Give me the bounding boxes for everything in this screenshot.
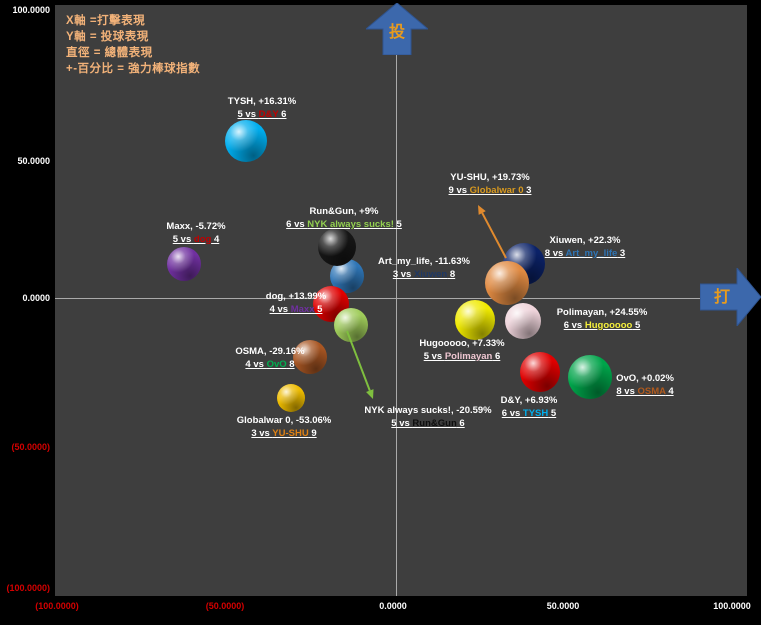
label-matchup: 6 vs NYK always sucks! 5 (286, 219, 402, 230)
label-name-pct: TYSH, +16.31% (227, 96, 297, 107)
label-opponent-name: Hugooooo (584, 320, 633, 331)
label-name-pct: D&Y, +6.93% (500, 395, 558, 406)
label-matchup: 8 vs Art_my_life 3 (544, 248, 626, 259)
x-tick-label: (100.0000) (35, 601, 79, 611)
label-matchup: 8 vs OSMA 4 (616, 386, 674, 397)
legend-line-percent: +-百分比 = 強力棒球指數 (66, 63, 201, 75)
data-label-nyk-always-sucks: NYK always sucks!, -20.59% 5 vs Run&Gun 6 (364, 404, 491, 430)
label-matchup: 4 vs Maxx 5 (269, 304, 323, 315)
bubble-maxx[interactable] (167, 247, 201, 281)
label-matchup: 6 vs TYSH 5 (501, 408, 557, 419)
bubble-ovo[interactable] (568, 355, 612, 399)
data-label-ovo: OvO, +0.02% 8 vs OSMA 4 (616, 372, 674, 398)
bubble-hugooooo[interactable] (455, 300, 495, 340)
y-tick-label: (50.0000) (11, 442, 50, 452)
label-matchup: 5 vs Run&Gun 6 (391, 418, 465, 429)
label-opponent-name: dog (193, 234, 212, 245)
data-label-run-gun: Run&Gun, +9% 6 vs NYK always sucks! 5 (286, 205, 402, 231)
data-label-polimayan: Polimayan, +24.55% 6 vs Hugooooo 5 (557, 306, 648, 332)
label-opponent-name: Polimayan (444, 351, 493, 362)
label-name-pct: Xiuwen, +22.3% (549, 235, 621, 246)
label-name-pct: dog, +13.99% (265, 291, 327, 302)
label-name-pct: Globalwar 0, -53.06% (236, 415, 332, 426)
label-matchup: 5 vs Polimayan 6 (423, 351, 501, 362)
label-matchup: 5 vs dog 4 (172, 234, 220, 245)
x-tick-label: (50.0000) (205, 601, 245, 611)
label-matchup: 9 vs Globalwar 0 3 (448, 185, 532, 196)
y-tick-label: 0.0000 (22, 293, 50, 303)
label-opponent-name: TYSH (522, 408, 549, 419)
label-matchup: 5 vs D&Y 6 (237, 109, 287, 120)
label-name-pct: Hugooooo, +7.33% (419, 338, 505, 349)
bubble-nyk-always-sucks[interactable] (334, 308, 368, 342)
legend-line-y-axis: Y軸 = 投球表現 (66, 31, 149, 43)
label-opponent-name: Run&Gun (412, 418, 457, 429)
legend-line-diameter: 直徑 = 總體表現 (66, 47, 153, 59)
label-opponent-name: NYK always sucks! (307, 219, 394, 230)
data-label-dog: dog, +13.99% 4 vs Maxx 5 (266, 290, 326, 316)
plot-area[interactable] (55, 5, 747, 596)
label-opponent-name: Art_my_life (565, 248, 618, 259)
y-axis-line (396, 5, 397, 596)
label-opponent-name: Xiuwen (413, 269, 448, 280)
label-name-pct: YU-SHU, +19.73% (450, 172, 530, 183)
label-matchup: 3 vs Xiuwen 8 (392, 269, 456, 280)
label-matchup: 4 vs OvO 8 (245, 359, 295, 370)
y-tick-label: (100.0000) (6, 583, 50, 593)
bubble-globalwar-0[interactable] (277, 384, 305, 412)
label-opponent-name: Globalwar 0 (469, 185, 524, 196)
label-opponent-name: YU-SHU (272, 428, 309, 439)
data-label-osma: OSMA, -29.16% 4 vs OvO 8 (235, 345, 304, 371)
label-name-pct: OvO, +0.02% (616, 373, 674, 384)
svg-text:打: 打 (714, 287, 730, 306)
legend-line-x-axis: X軸 =打擊表現 (66, 15, 146, 27)
data-label-art-my-life: Art_my_life, -11.63% 3 vs Xiuwen 8 (378, 255, 470, 281)
bubble-polimayan[interactable] (505, 303, 541, 339)
pitch-direction-arrow-icon: 投 (366, 3, 428, 55)
data-label-tysh: TYSH, +16.31% 5 vs D&Y 6 (228, 95, 296, 121)
bubble-run-gun[interactable] (318, 228, 356, 266)
data-label-yu-shu: YU-SHU, +19.73% 9 vs Globalwar 0 3 (449, 171, 532, 197)
label-matchup: 6 vs Hugooooo 5 (563, 320, 641, 331)
bubble-osma[interactable] (293, 340, 327, 374)
label-opponent-name: D&Y (258, 109, 279, 120)
data-label-globalwar-0: Globalwar 0, -53.06% 3 vs YU-SHU 9 (237, 414, 332, 440)
bubble-tysh[interactable] (225, 120, 267, 162)
y-tick-label: 100.0000 (12, 5, 50, 15)
label-matchup: 3 vs YU-SHU 9 (251, 428, 317, 439)
label-name-pct: NYK always sucks!, -20.59% (364, 405, 492, 416)
svg-text:投: 投 (389, 22, 405, 41)
data-label-xiuwen: Xiuwen, +22.3% 8 vs Art_my_life 3 (545, 234, 625, 260)
x-tick-label: 0.0000 (379, 601, 407, 611)
bat-direction-arrow-icon: 打 (700, 268, 761, 326)
x-tick-label: 100.0000 (713, 601, 751, 611)
label-name-pct: Maxx, -5.72% (166, 221, 226, 232)
label-opponent-name: OSMA (637, 386, 666, 397)
data-label-maxx: Maxx, -5.72% 5 vs dog 4 (166, 220, 225, 246)
chart-legend: X軸 =打擊表現 Y軸 = 投球表現 直徑 = 總體表現 +-百分比 = 強力棒… (66, 13, 200, 77)
label-name-pct: Polimayan, +24.55% (556, 307, 648, 318)
data-label-hugooooo: Hugooooo, +7.33% 5 vs Polimayan 6 (419, 337, 504, 363)
label-opponent-name: OvO (266, 359, 287, 370)
label-name-pct: OSMA, -29.16% (235, 346, 305, 357)
x-axis-line (55, 298, 747, 299)
bubble-d-y[interactable] (520, 352, 560, 392)
x-tick-label: 50.0000 (546, 601, 580, 611)
label-name-pct: Run&Gun, +9% (309, 206, 379, 217)
data-label-d-y: D&Y, +6.93% 6 vs TYSH 5 (501, 394, 558, 420)
bubble-yu-shu[interactable] (485, 261, 529, 305)
label-opponent-name: Maxx (290, 304, 315, 315)
label-name-pct: Art_my_life, -11.63% (378, 256, 470, 267)
y-tick-label: 50.0000 (17, 156, 50, 166)
